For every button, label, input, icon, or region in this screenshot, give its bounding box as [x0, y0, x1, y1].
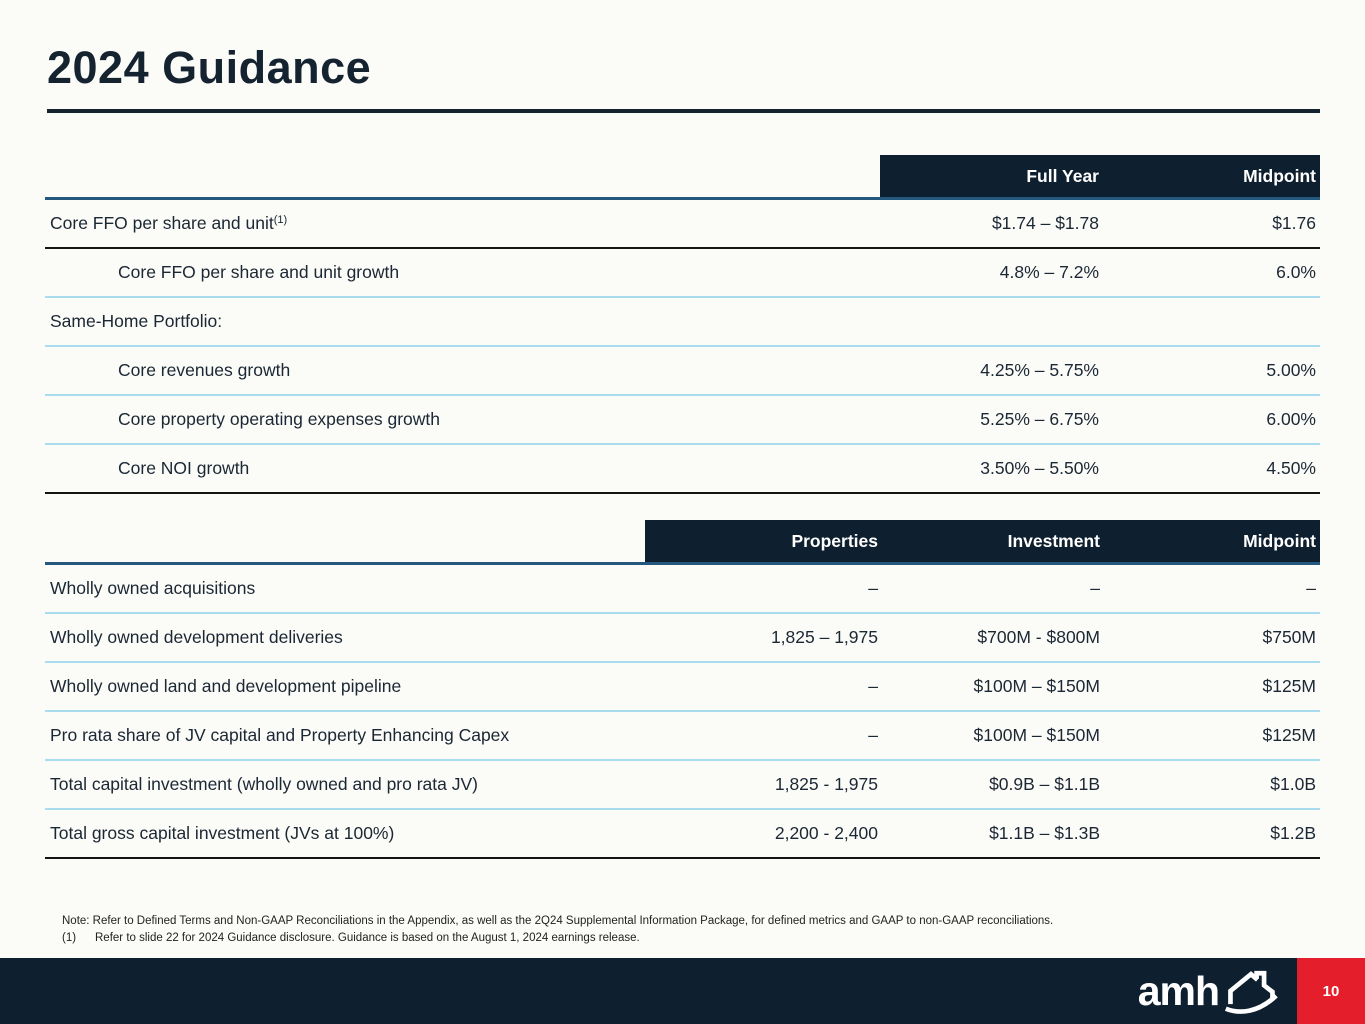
cell-midpoint: $750M	[1262, 627, 1316, 647]
table-row: Wholly owned development deliveries 1,82…	[45, 614, 1320, 663]
table-row: Core FFO per share and unit (1) $1.74 – $…	[45, 200, 1320, 249]
cell-midpoint: 6.0%	[1276, 262, 1316, 282]
cell-midpoint: 5.00%	[1266, 360, 1316, 380]
table-row: Pro rata share of JV capital and Propert…	[45, 712, 1320, 761]
amh-logo: amh	[1138, 966, 1279, 1016]
table1-header-row: Full Year Midpoint	[45, 155, 1320, 200]
table-row: Core FFO per share and unit growth 4.8% …	[45, 249, 1320, 298]
column-header-midpoint: Midpoint	[1243, 165, 1316, 186]
footnote-1: (1) Refer to slide 22 for 2024 Guidance d…	[62, 930, 1320, 947]
cell-properties: –	[868, 578, 878, 598]
page-number-badge: 10	[1297, 958, 1365, 1024]
cell-full-year: 4.25% – 5.75%	[980, 360, 1099, 380]
cell-full-year: $1.74 – $1.78	[991, 213, 1099, 233]
cell-investment: $100M – $150M	[973, 725, 1100, 745]
title-underline	[47, 109, 1320, 113]
column-header-investment: Investment	[1007, 530, 1100, 551]
table2-header-spacer	[45, 520, 645, 562]
row-label-text: Core FFO per share and unit	[50, 213, 274, 233]
row-label: Core property operating expenses growth	[118, 409, 440, 429]
page-title: 2024 Guidance	[47, 42, 372, 93]
row-label: Total capital investment (wholly owned a…	[50, 774, 478, 794]
row-label: Wholly owned development deliveries	[50, 627, 343, 647]
row-label: Core FFO per share and unit (1)	[50, 213, 288, 233]
cell-investment: –	[1090, 578, 1100, 598]
cell-full-year: 5.25% – 6.75%	[980, 409, 1099, 429]
cell-midpoint: $1.2B	[1270, 823, 1316, 843]
footnote-1-text: Refer to slide 22 for 2024 Guidance disc…	[95, 932, 640, 944]
row-label: Wholly owned land and development pipeli…	[50, 676, 402, 696]
cell-midpoint: $125M	[1262, 725, 1316, 745]
cell-properties: 2,200 - 2,400	[774, 823, 878, 843]
footnote-1-marker: (1)	[62, 932, 77, 944]
amh-house-icon	[1224, 970, 1278, 1014]
full-year-guidance-table: Full Year Midpoint Core FFO per share an…	[45, 155, 1320, 494]
table-row: Wholly owned land and development pipeli…	[45, 663, 1320, 712]
cell-midpoint	[1110, 298, 1320, 345]
cell-full-year: 4.8% – 7.2%	[999, 262, 1099, 282]
table-row: Core revenues growth 4.25% – 5.75% 5.00%	[45, 347, 1320, 396]
column-header-midpoint: Midpoint	[1243, 530, 1316, 551]
cell-midpoint: 4.50%	[1266, 458, 1316, 478]
cell-midpoint: 6.00%	[1266, 409, 1316, 429]
cell-investment: $100M – $150M	[973, 676, 1100, 696]
cell-midpoint: $1.76	[1272, 213, 1316, 233]
row-label: Core NOI growth	[118, 458, 250, 478]
row-label: Wholly owned acquisitions	[50, 578, 256, 598]
cell-investment: $1.1B – $1.3B	[989, 823, 1100, 843]
table-row: Total capital investment (wholly owned a…	[45, 761, 1320, 810]
cell-properties: 1,825 – 1,975	[770, 627, 878, 647]
table-row: Core property operating expenses growth …	[45, 396, 1320, 445]
cell-midpoint: –	[1306, 578, 1316, 598]
row-label: Same-Home Portfolio:	[50, 311, 223, 331]
cell-investment: $700M - $800M	[977, 627, 1100, 647]
table1-header-box: Full Year Midpoint	[880, 155, 1320, 197]
cell-properties: –	[868, 676, 878, 696]
table-row: Total gross capital investment (JVs at 1…	[45, 810, 1320, 859]
table-row: Same-Home Portfolio:	[45, 298, 1320, 347]
cell-properties: –	[868, 725, 878, 745]
row-label: Core FFO per share and unit growth	[118, 262, 400, 282]
row-label: Total gross capital investment (JVs at 1…	[50, 823, 395, 843]
amh-logo-text: amh	[1137, 967, 1220, 1014]
row-label: Pro rata share of JV capital and Propert…	[50, 725, 510, 745]
table2-header-box: Properties Investment Midpoint	[645, 520, 1320, 562]
table-row: Core NOI growth 3.50% – 5.50% 4.50%	[45, 445, 1320, 494]
table-row: Wholly owned acquisitions – – –	[45, 565, 1320, 614]
footer-bar: amh 10	[0, 958, 1365, 1024]
table1-header-spacer	[45, 155, 880, 197]
capital-investment-guidance-table: Properties Investment Midpoint Wholly ow…	[45, 520, 1320, 859]
table2-header-row: Properties Investment Midpoint	[45, 520, 1320, 565]
column-header-properties: Properties	[791, 530, 878, 551]
cell-investment: $0.9B – $1.1B	[989, 774, 1100, 794]
cell-midpoint: $1.0B	[1270, 774, 1316, 794]
cell-full-year	[880, 298, 1110, 345]
column-header-full-year: Full Year	[1026, 165, 1099, 186]
cell-properties: 1,825 - 1,975	[774, 774, 878, 794]
cell-full-year: 3.50% – 5.50%	[980, 458, 1099, 478]
footnotes: Note: Refer to Defined Terms and Non-GAA…	[62, 913, 1320, 947]
cell-midpoint: $125M	[1262, 676, 1316, 696]
page-number: 10	[1322, 982, 1340, 1000]
row-label: Core revenues growth	[118, 360, 291, 380]
footnote-note: Note: Refer to Defined Terms and Non-GAA…	[62, 915, 1054, 927]
